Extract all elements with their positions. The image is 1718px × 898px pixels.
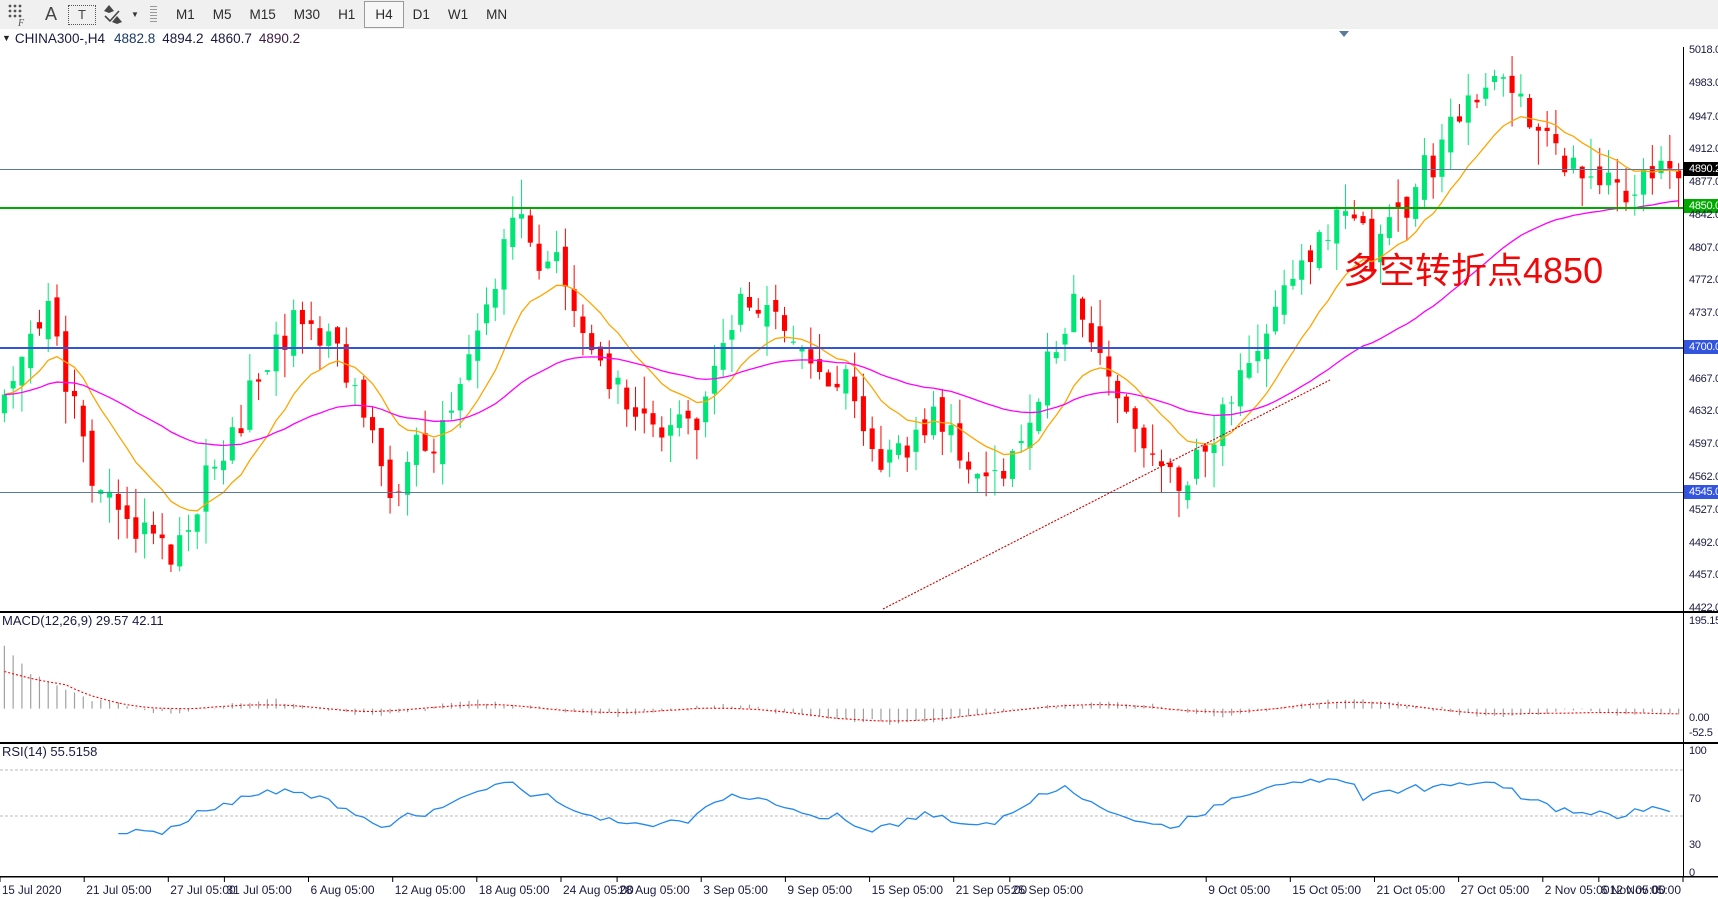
svg-text:F: F	[17, 18, 25, 28]
svg-text:27 Oct 05:00: 27 Oct 05:00	[1461, 883, 1530, 897]
svg-text:9 Sep 05:00: 9 Sep 05:00	[787, 883, 852, 897]
svg-text:12 Nov 05:00: 12 Nov 05:00	[1610, 883, 1682, 897]
svg-text:15 Oct 05:00: 15 Oct 05:00	[1292, 883, 1361, 897]
svg-text:28 Aug 05:00: 28 Aug 05:00	[619, 883, 690, 897]
svg-text:21 Jul 05:00: 21 Jul 05:00	[86, 883, 152, 897]
svg-text:21 Oct 05:00: 21 Oct 05:00	[1377, 883, 1446, 897]
svg-text:18 Aug 05:00: 18 Aug 05:00	[479, 883, 550, 897]
svg-text:3 Sep 05:00: 3 Sep 05:00	[703, 883, 768, 897]
svg-text:15 Sep 05:00: 15 Sep 05:00	[872, 883, 944, 897]
svg-text:25 Sep 05:00: 25 Sep 05:00	[1012, 883, 1084, 897]
svg-text:15 Jul 2020: 15 Jul 2020	[2, 885, 61, 897]
svg-text:31 Jul 05:00: 31 Jul 05:00	[226, 883, 292, 897]
svg-text:12 Aug 05:00: 12 Aug 05:00	[395, 883, 466, 897]
svg-text:9 Oct 05:00: 9 Oct 05:00	[1208, 883, 1270, 897]
svg-text:6 Aug 05:00: 6 Aug 05:00	[311, 883, 375, 897]
